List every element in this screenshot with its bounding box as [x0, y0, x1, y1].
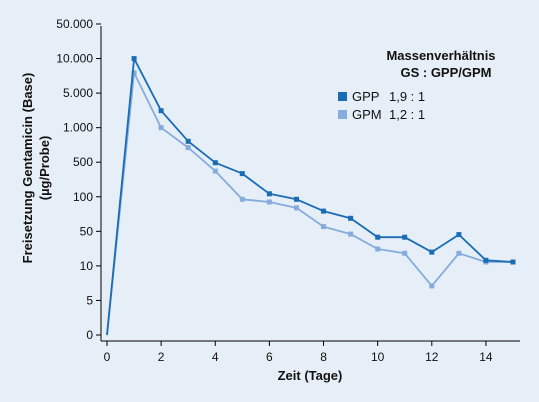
y-tick-label: 50: [80, 224, 94, 238]
y-axis-title-line2: (µg/Probe): [37, 136, 52, 201]
data-point-gpp: [375, 234, 381, 240]
x-tick-label: 6: [266, 350, 273, 364]
y-tick-label: 5: [86, 293, 93, 307]
data-point-gpm: [402, 250, 408, 256]
data-point-gpp: [294, 196, 299, 202]
y-tick-label: 50.000: [56, 17, 93, 31]
axes: [100, 26, 520, 342]
data-point-gpp: [266, 191, 272, 197]
series-line-gpp: [106, 57, 514, 336]
series-group: [106, 56, 516, 336]
data-point-gpm: [212, 168, 218, 174]
legend-title-line2: GS : GPP/GPM: [400, 65, 491, 80]
data-point-gpm: [456, 250, 462, 256]
data-point-gpp: [429, 249, 435, 255]
data-point-gpm: [348, 231, 354, 237]
y-tick-label: 500: [73, 155, 93, 169]
data-point-gpm: [429, 283, 435, 289]
data-point-gpp: [348, 215, 354, 221]
legend-ratio-gpm: 1,2 : 1: [389, 107, 425, 122]
data-point-gpp: [212, 160, 218, 166]
legend-label-gpm: GPM: [352, 107, 382, 122]
x-tick-label: 4: [212, 350, 219, 364]
x-tick-label: 12: [425, 350, 439, 364]
legend-swatch-gpm: [338, 110, 347, 119]
data-point-gpm: [239, 196, 245, 202]
data-point-gpp: [402, 234, 408, 240]
y-tick-label: 10.000: [56, 52, 93, 66]
y-tick-label: 0: [86, 328, 93, 342]
x-tick-label: 8: [320, 350, 327, 364]
data-point-gpp: [158, 108, 164, 114]
y-axis-title-line1: Freisetzung Gentamicin (Base): [20, 73, 35, 264]
y-tick-label: 10: [80, 259, 94, 273]
data-point-gpp: [483, 257, 489, 263]
y-tick-label: 1.000: [63, 121, 93, 135]
y-tick-label: 5.000: [63, 86, 93, 100]
ticks-group: 0 5 10 50 100 500 1.000 5.000 10.000 50.000 0 2 4 6 8 1…: [56, 17, 493, 364]
data-point-gpp: [185, 138, 191, 144]
legend: Massenverhältnis GS : GPP/GPM GPP 1,9 : …: [338, 48, 496, 122]
data-point-gpm: [158, 125, 164, 131]
x-tick-label: 2: [158, 350, 165, 364]
data-point-gpp: [510, 259, 516, 265]
data-point-gpm: [375, 246, 381, 252]
x-axis-title: Zeit (Tage): [278, 368, 343, 383]
data-point-gpm: [321, 224, 326, 230]
x-tick-label: 10: [371, 350, 385, 364]
y-tick-label: 100: [73, 190, 93, 204]
data-point-gpp: [239, 171, 245, 177]
data-point-gpm: [185, 145, 191, 151]
x-tick-label: 14: [479, 350, 493, 364]
data-point-gpp: [456, 232, 462, 238]
data-point-gpm: [266, 199, 272, 205]
x-tick-label: 0: [104, 350, 111, 364]
series-line-gpm: [106, 72, 513, 336]
legend-label-gpp: GPP: [352, 89, 379, 104]
data-point-gpm: [294, 205, 299, 211]
data-point-gpp: [131, 56, 137, 62]
legend-ratio-gpp: 1,9 : 1: [389, 89, 425, 104]
legend-swatch-gpp: [338, 92, 347, 101]
data-point-gpm: [131, 70, 137, 76]
data-point-gpp: [321, 208, 326, 214]
legend-title-line1: Massenverhältnis: [386, 48, 495, 63]
